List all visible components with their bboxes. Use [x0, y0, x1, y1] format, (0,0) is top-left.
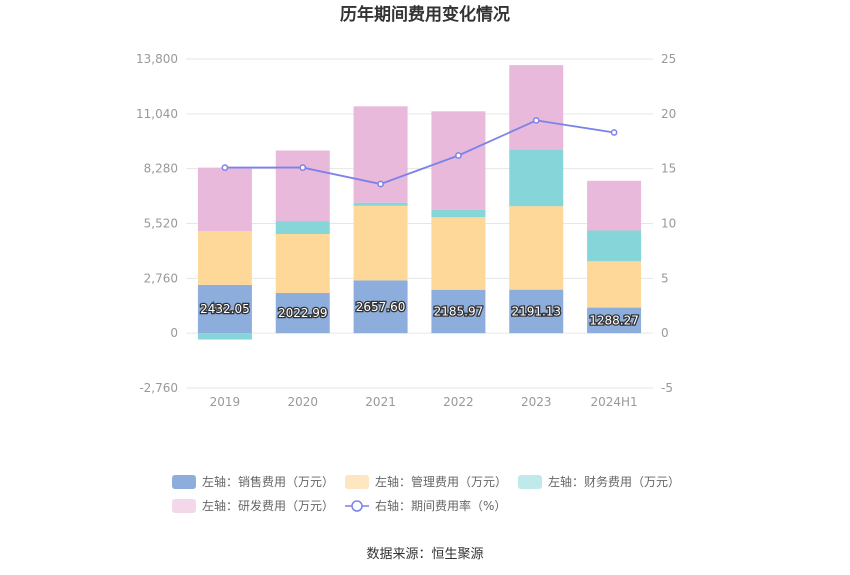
rate-point	[221, 164, 229, 171]
bar-segment-2	[197, 231, 252, 285]
right-axis-tick-label: 15	[661, 162, 676, 176]
source-note: 数据来源：恒生聚源	[366, 547, 483, 562]
bar-segment-2	[275, 233, 330, 293]
left-axis-tick-label: 11,040	[136, 107, 178, 121]
bar-segment-4	[353, 106, 408, 203]
left-axis-tick-label: 13,800	[136, 52, 178, 66]
bar-segment-3	[197, 333, 252, 340]
bar-segment-1	[587, 307, 642, 334]
left-axis-tick-label: 2,760	[144, 271, 178, 285]
rate-point	[610, 129, 618, 136]
bar-segment-1	[197, 284, 252, 334]
right-axis-tick-label: 25	[661, 52, 676, 66]
bar-segment-3	[275, 221, 330, 234]
bar-segment-4	[509, 65, 564, 150]
bar-segment-2	[509, 206, 564, 290]
x-axis-tick-label: 2020	[287, 395, 318, 409]
legend-label-4: 左轴：研发费用（万元）	[202, 498, 334, 513]
left-axis-tick-label: 5,520	[144, 217, 178, 231]
bar-segment-1	[275, 292, 330, 334]
bar-segment-3	[431, 209, 486, 218]
left-axis-tick-label: 0	[170, 326, 178, 340]
left-axis-ticks: -2,760 0 2,760 5,520 8,280 11,040 13,800	[136, 52, 178, 395]
x-axis-tick-label: 2019	[210, 395, 241, 409]
legend-label-5: 右轴：期间费用率（%）	[375, 498, 506, 513]
left-axis-tick-label: -2,760	[139, 381, 178, 395]
bar-segment-4	[197, 167, 252, 232]
right-axis-tick-label: 20	[661, 107, 676, 121]
legend-line-point	[351, 500, 363, 512]
bar-segment-4	[587, 180, 642, 231]
legend-label-2: 左轴：管理费用（万元）	[375, 474, 507, 489]
bar-value-label: 2657.60	[356, 300, 406, 314]
bar-segment-2	[587, 261, 642, 308]
legend-swatch-2	[345, 475, 369, 489]
x-axis-tick-label: 2023	[521, 395, 552, 409]
rate-point	[299, 164, 307, 171]
legend-swatch-4	[172, 499, 196, 513]
right-axis-tick-label: 5	[661, 271, 669, 285]
bar-segment-2	[353, 205, 408, 281]
legend-swatch-1	[172, 475, 196, 489]
legend-label-1: 左轴：销售费用（万元）	[202, 474, 334, 489]
bar-segment-2	[431, 217, 486, 290]
left-axis-tick-label: 8,280	[144, 162, 178, 176]
bar-segment-4	[275, 150, 330, 222]
bar-value-label: 1288.27	[589, 313, 639, 327]
legend-label-3: 左轴：财务费用（万元）	[548, 474, 680, 489]
chart-title: 历年期间费用变化情况	[340, 4, 510, 25]
bar-segment-4	[431, 111, 486, 210]
legend-swatch-3	[518, 475, 542, 489]
bar-value-label: 2185.97	[434, 304, 484, 318]
x-axis-tick-label: 2024H1	[590, 395, 637, 409]
bar-segment-1	[353, 280, 408, 334]
bar-labels-group: 2432.05 2022.99 2657.60 2185.97 2191.13 1288.…	[199, 298, 640, 328]
x-axis-tick-label: 2021	[365, 395, 396, 409]
bar-value-label: 2022.99	[278, 306, 328, 320]
bar-segment-1	[509, 289, 564, 334]
grid-lines	[186, 58, 653, 389]
right-axis-tick-label: 10	[661, 217, 676, 231]
rate-line	[224, 119, 615, 185]
rate-line-group	[221, 117, 618, 188]
bars-group	[197, 65, 642, 340]
right-axis-ticks: -5 0 5 10 15 20 25	[661, 52, 676, 395]
rate-point	[455, 152, 462, 159]
right-axis-tick-label: -5	[661, 381, 673, 395]
bar-segment-3	[587, 230, 642, 262]
bar-value-label: 2191.13	[511, 304, 561, 318]
bar-segment-3	[353, 202, 408, 206]
right-axis-tick-label: 0	[661, 326, 669, 340]
bar-segment-1	[431, 289, 486, 334]
bar-segment-3	[509, 149, 564, 207]
bar-value-label: 2432.05	[200, 302, 250, 316]
legend: 左轴：销售费用（万元） 左轴：管理费用（万元） 左轴：财务费用（万元） 左轴：研发费用…	[172, 474, 680, 513]
x-axis-ticks: 2019 2020 2021 2022 2023 2024H1	[210, 395, 638, 409]
x-axis-tick-label: 2022	[443, 395, 474, 409]
rate-point	[532, 117, 540, 124]
rate-point	[377, 180, 384, 188]
